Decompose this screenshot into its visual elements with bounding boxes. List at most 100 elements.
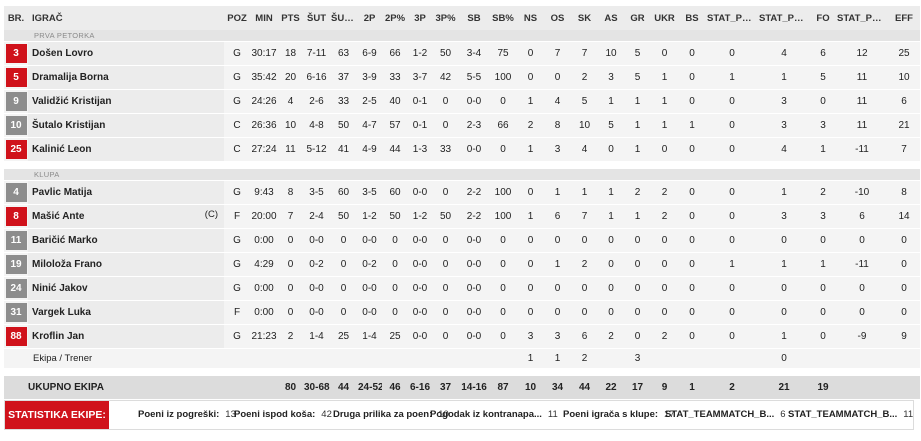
- stat-cell: 63: [330, 42, 357, 66]
- player-name-cell[interactable]: Validžić Kristijan: [28, 90, 224, 114]
- stat-cell: 0: [678, 205, 706, 229]
- player-row[interactable]: 9 Validžić Kristijan G 24:26 4 2-6 33 2-5 40 0-1 0…: [4, 90, 920, 114]
- stat-cell: 0: [489, 138, 517, 162]
- player-row[interactable]: 25 Kalinić Leon C 27:24 11 5-12 41 4-9 44 1-3 33 0-…: [4, 138, 920, 162]
- player-name-cell[interactable]: Ninić Jakov: [28, 277, 224, 301]
- player-row[interactable]: 8 Mašić Ante (C) F 20:00 7 2-4 50 1-2 50 1-2 50 2-2 1…: [4, 205, 920, 229]
- stat-cell: 41: [330, 138, 357, 162]
- stat-cell: [224, 349, 250, 369]
- stat-cell: 2-2: [459, 181, 489, 205]
- player-name[interactable]: Validžić Kristijan: [32, 96, 112, 107]
- player-row[interactable]: 19 Miloloža Frano G 4:29 0 0-2 0 0-2 0 0-0 0 0-0 0 0 1…: [4, 253, 920, 277]
- stat-cell: [432, 349, 459, 369]
- column-header[interactable]: AS: [598, 6, 624, 30]
- player-name[interactable]: Dramalija Borna: [32, 72, 109, 83]
- jersey-number-badge: 3: [5, 44, 27, 63]
- stat-cell: -11: [836, 138, 888, 162]
- player-row[interactable]: 4 Pavlic Matija G 9:43 8 3-5 60 3-5 60 0-0 0 2-2 100…: [4, 181, 920, 205]
- stat-cell: 0: [517, 301, 544, 325]
- column-header[interactable]: ŠUT: [303, 6, 330, 30]
- player-row[interactable]: 10 Šutalo Kristijan C 26:36 10 4-8 50 4-7 57 0-1 0…: [4, 114, 920, 138]
- column-header[interactable]: STAT_PERS...: [758, 6, 810, 30]
- stat-cell: 2: [571, 349, 598, 369]
- column-header[interactable]: SB%: [489, 6, 517, 30]
- stat-cell: 2-4: [303, 205, 330, 229]
- stat-cell: 20: [278, 66, 303, 90]
- column-header[interactable]: NS: [517, 6, 544, 30]
- player-name-cell[interactable]: Vargek Luka: [28, 301, 224, 325]
- player-name[interactable]: Miloloža Frano: [32, 259, 102, 270]
- stat-cell: 7: [571, 205, 598, 229]
- column-header[interactable]: GR: [624, 6, 651, 30]
- stat-cell: 0: [678, 138, 706, 162]
- column-header[interactable]: BS: [678, 6, 706, 30]
- column-header[interactable]: SK: [571, 6, 598, 30]
- jersey-number-badge: 11: [5, 231, 27, 250]
- player-name[interactable]: Ninić Jakov: [32, 283, 88, 294]
- player-row[interactable]: 5 Dramalija Borna G 35:42 20 6-16 37 3-9 33 3-7 42…: [4, 66, 920, 90]
- player-row[interactable]: 88 Kroflin Jan G 21:23 2 1-4 25 1-4 25 0-0 0 0-0 0 3 3…: [4, 325, 920, 349]
- player-name-cell[interactable]: Pavlic Matija: [28, 181, 224, 205]
- team-stats-button[interactable]: STATISTIKA EKIPE:: [5, 401, 109, 429]
- stat-cell: 0: [651, 277, 678, 301]
- player-name[interactable]: Baričić Marko: [32, 235, 98, 246]
- column-header[interactable]: FO: [810, 6, 836, 30]
- stat-cell: 0: [836, 277, 888, 301]
- player-name[interactable]: Pavlic Matija: [32, 187, 93, 198]
- column-header[interactable]: STAT_PERS...: [706, 6, 758, 30]
- player-name[interactable]: Šutalo Kristijan: [32, 120, 106, 131]
- column-header[interactable]: ŠUT%: [330, 6, 357, 30]
- player-name-cell[interactable]: Kalinić Leon: [28, 138, 224, 162]
- column-header[interactable]: SB: [459, 6, 489, 30]
- stat-cell: 0: [489, 301, 517, 325]
- stat-cell: 7: [278, 205, 303, 229]
- player-name-cell[interactable]: Kroflin Jan: [28, 325, 224, 349]
- player-name[interactable]: Kalinić Leon: [32, 144, 92, 155]
- column-header[interactable]: STAT_PERS...: [836, 6, 888, 30]
- column-header[interactable]: IGRAČ: [28, 6, 224, 30]
- player-name[interactable]: Mašić Ante: [32, 211, 85, 222]
- stat-cell: 5: [571, 90, 598, 114]
- player-row[interactable]: 24 Ninić Jakov G 0:00 0 0-0 0 0-0 0 0-0 0 0-0 0 0 0 0 0 0…: [4, 277, 920, 301]
- stat-cell: 1: [544, 349, 571, 369]
- column-header[interactable]: 2P%: [382, 6, 408, 30]
- column-header[interactable]: UKR: [651, 6, 678, 30]
- stat-cell: G: [224, 42, 250, 66]
- stat-cell: 0: [544, 229, 571, 253]
- stat-cell: 0: [706, 229, 758, 253]
- stat-cell: 1: [810, 253, 836, 277]
- stat-cell: 0-0: [303, 277, 330, 301]
- player-name-cell[interactable]: Miloloža Frano: [28, 253, 224, 277]
- stat-cell: 2-3: [459, 114, 489, 138]
- column-header[interactable]: MIN: [250, 6, 278, 30]
- player-name-cell[interactable]: Mašić Ante (C): [28, 205, 224, 229]
- stat-cell: 21:23: [250, 325, 278, 349]
- column-header[interactable]: BR.: [4, 6, 28, 30]
- stat-cell: 0: [651, 301, 678, 325]
- player-name-cell[interactable]: Došen Lovro: [28, 42, 224, 66]
- player-row[interactable]: 11 Baričić Marko G 0:00 0 0-0 0 0-0 0 0-0 0 0-0 0 0 0 0…: [4, 229, 920, 253]
- stat-cell: 57: [382, 114, 408, 138]
- team-stat-value: 6: [780, 409, 786, 420]
- player-name[interactable]: Došen Lovro: [32, 48, 94, 59]
- player-name-cell[interactable]: Dramalija Borna: [28, 66, 224, 90]
- column-header[interactable]: EFF: [888, 6, 920, 30]
- column-header[interactable]: 2P: [357, 6, 382, 30]
- player-name-cell[interactable]: Šutalo Kristijan: [28, 114, 224, 138]
- player-name[interactable]: Vargek Luka: [32, 307, 91, 318]
- column-header[interactable]: OS: [544, 6, 571, 30]
- stat-cell: 0: [571, 277, 598, 301]
- stat-cell: 1: [571, 181, 598, 205]
- player-row[interactable]: 31 Vargek Luka F 0:00 0 0-0 0 0-0 0 0-0 0 0-0 0 0 0 0 0 0…: [4, 301, 920, 325]
- column-header[interactable]: PTS: [278, 6, 303, 30]
- column-header[interactable]: 3P%: [432, 6, 459, 30]
- column-header[interactable]: 3P: [408, 6, 432, 30]
- player-name-cell[interactable]: Baričić Marko: [28, 229, 224, 253]
- team-stat-label: STAT_TEAMMATCH_B...: [665, 409, 775, 420]
- column-header[interactable]: POZ: [224, 6, 250, 30]
- stat-cell: 21: [888, 114, 920, 138]
- player-name[interactable]: Kroflin Jan: [32, 331, 85, 342]
- stat-cell: 25: [888, 42, 920, 66]
- player-row[interactable]: 3 Došen Lovro G 30:17 18 7-11 63 6-9 66 1-2 50 3-4 7…: [4, 42, 920, 66]
- stat-cell: 0-0: [357, 277, 382, 301]
